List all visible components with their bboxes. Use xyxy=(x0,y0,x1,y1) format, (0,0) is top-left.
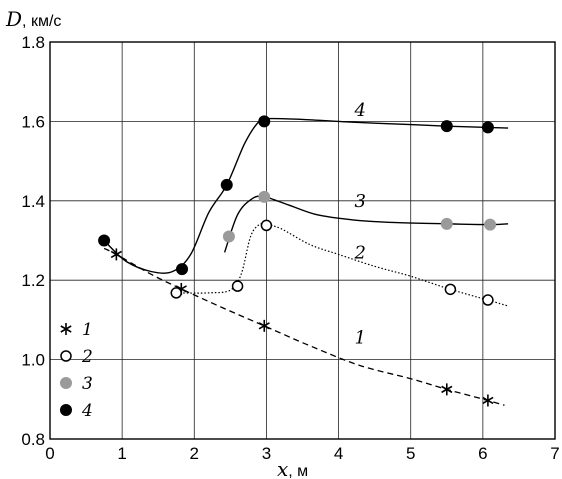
series-2-line xyxy=(176,222,509,307)
series-4-point xyxy=(481,121,494,134)
y-tick-label: 1.6 xyxy=(21,112,45,131)
y-axis-title: D, км/с xyxy=(5,7,61,31)
series-1-line xyxy=(103,247,505,406)
curve-labels: 1 2 3 4 xyxy=(353,100,365,348)
series-3-point xyxy=(222,230,235,243)
x-tick-label: 3 xyxy=(262,444,271,463)
x-axis-label: x xyxy=(277,457,288,479)
series-2-point xyxy=(482,294,494,306)
x-axis-unit: , м xyxy=(288,463,308,479)
x-tick-label: 7 xyxy=(550,444,559,463)
legend-marker-2 xyxy=(60,350,72,362)
y-axis-unit: , км/с xyxy=(22,13,61,30)
plot-frame xyxy=(49,41,556,440)
x-tick-label: 5 xyxy=(406,444,415,463)
curve-label-2: 2 xyxy=(353,242,365,263)
curve-label-4: 4 xyxy=(353,100,365,121)
legend-marker-1-stroke xyxy=(60,325,72,333)
series-3-line xyxy=(223,195,509,253)
series-1-point xyxy=(482,394,494,407)
y-axis-label: D xyxy=(5,7,22,31)
series-1-point-stroke xyxy=(110,250,122,259)
curve-label-3: 3 xyxy=(354,191,365,212)
series-1-point-stroke xyxy=(482,396,494,405)
y-tick-label: 1.2 xyxy=(21,271,45,290)
curve-label-1: 1 xyxy=(354,328,365,349)
y-tick-label: 1.8 xyxy=(21,33,45,52)
series-2-point xyxy=(260,219,273,232)
series-1-point xyxy=(441,383,453,396)
legend-label-2: 2 xyxy=(81,347,93,367)
y-tick-label: 1.0 xyxy=(21,351,45,370)
legend-label-1: 1 xyxy=(82,320,93,340)
series-3-point xyxy=(440,217,453,230)
data-markers xyxy=(98,115,497,407)
x-tick-label: 4 xyxy=(334,444,343,463)
x-tick-label: 2 xyxy=(190,444,199,463)
series-2-point xyxy=(170,287,182,299)
tick-labels: 0 1 2 3 4 5 6 7 0.8 1.0 1.2 1.4 1.6 1.8 xyxy=(21,33,559,463)
y-tick-label: 0.8 xyxy=(21,430,45,449)
series-1-point-stroke xyxy=(258,322,270,330)
series-3-point xyxy=(484,218,497,231)
legend: 1 2 3 4 xyxy=(60,320,93,421)
series-3-point xyxy=(258,190,271,203)
series-4-point xyxy=(258,115,271,128)
series-1-point xyxy=(110,248,122,261)
x-axis-title: x, м xyxy=(277,457,308,479)
x-tick-label: 6 xyxy=(478,444,487,463)
series-2-point xyxy=(444,283,457,296)
x-tick-label: 1 xyxy=(117,444,126,463)
legend-marker-3 xyxy=(60,377,72,389)
series-4-point xyxy=(176,263,189,276)
series-4-line xyxy=(103,117,509,274)
legend-label-4: 4 xyxy=(81,401,93,421)
series-1-point xyxy=(258,319,270,332)
series-4-point xyxy=(220,178,233,191)
series-1-point-stroke xyxy=(441,385,453,394)
y-tick-label: 1.4 xyxy=(21,192,45,211)
x-tick-label: 0 xyxy=(45,444,54,463)
legend-marker-4 xyxy=(60,404,72,416)
series-4-point xyxy=(98,234,111,247)
legend-label-3: 3 xyxy=(82,374,93,394)
series-4-point xyxy=(440,120,453,133)
series-2-point xyxy=(231,280,244,292)
series-lines xyxy=(103,117,509,406)
legend-marker-1 xyxy=(60,323,72,335)
